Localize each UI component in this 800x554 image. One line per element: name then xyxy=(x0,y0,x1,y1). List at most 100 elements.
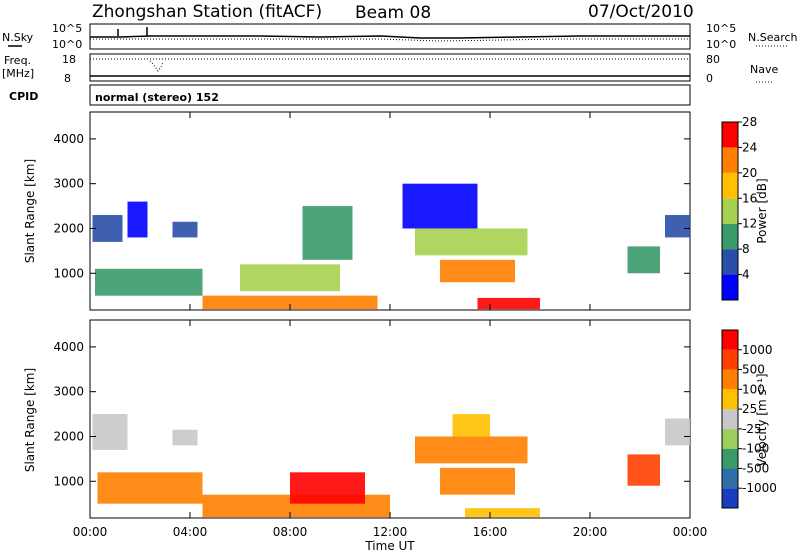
nsky-trace xyxy=(90,35,690,39)
heatmap-patch xyxy=(415,436,528,464)
y-tick-label: 1000 xyxy=(53,266,84,280)
cpid-panel-frame xyxy=(89,84,691,106)
colorbar-swatch xyxy=(722,389,738,410)
x-tick-label: 04:00 xyxy=(173,525,208,539)
colorbar-swatch xyxy=(722,409,738,429)
colorbar-swatch xyxy=(722,428,738,449)
colorbar-tick-label: 8 xyxy=(742,242,750,256)
velocity-colorbar: 1000 500 100 25 -25 -100 -500 -1000 xyxy=(721,329,777,509)
colorbar-swatch xyxy=(722,468,738,489)
heatmap-patch xyxy=(627,246,660,274)
y-tick-label: 4000 xyxy=(53,132,84,146)
power-colorbar-label: Power [dB] xyxy=(755,178,769,243)
heatmap-patch xyxy=(415,228,528,256)
colorbar-swatch xyxy=(722,198,738,224)
heatmap-patch xyxy=(172,429,198,446)
y-tick-label: 2000 xyxy=(53,429,84,443)
colorbar-tick-label: 28 xyxy=(742,115,757,129)
y-tick-label: 1000 xyxy=(53,474,84,488)
x-tick-label: 16:00 xyxy=(473,525,508,539)
freq-tick-high: 18 xyxy=(62,53,76,66)
y-tick-label: 2000 xyxy=(53,221,84,235)
date-label: 07/Oct/2010 xyxy=(588,2,694,22)
x-tick-label: 20:00 xyxy=(573,525,608,539)
y-tick-label: 4000 xyxy=(53,340,84,354)
heatmap-patch xyxy=(665,215,690,238)
colorbar-tick-label: -500 xyxy=(742,461,769,475)
nave-tick-high: 80 xyxy=(706,53,720,66)
freq-tick-low: 8 xyxy=(64,72,71,85)
freq-label: Freq. xyxy=(4,54,31,67)
colorbar-swatch xyxy=(722,349,738,370)
colorbar-tick-label: 4 xyxy=(742,268,750,282)
heatmap-patch xyxy=(440,259,515,283)
colorbar-frame xyxy=(721,329,739,509)
colorbar-tick-label: -1000 xyxy=(742,481,777,495)
colorbar-swatch xyxy=(722,274,738,300)
colorbar-tick-label: 12 xyxy=(742,217,757,231)
nsearch-tick-low: 10^0 xyxy=(706,38,736,51)
heatmap-patch xyxy=(97,472,203,504)
heatmap-patch xyxy=(95,268,203,296)
heatmap-patch xyxy=(202,295,378,310)
colorbar-frame xyxy=(721,121,739,301)
nsky-tick-high: 10^5 xyxy=(52,22,82,35)
power-panel: 1000 2000 3000 4000 Slant Range [km] xyxy=(23,111,691,311)
heatmap-patch xyxy=(302,206,353,260)
heatmap-patch xyxy=(92,215,123,242)
nsearch-tick-high: 10^5 xyxy=(706,22,736,35)
heatmap-patch xyxy=(240,264,340,292)
colorbar-tick-label: -100 xyxy=(742,442,769,456)
colorbar-swatch xyxy=(722,122,738,148)
cpid-text: normal (stereo) 152 xyxy=(95,91,219,104)
cpid-label: CPID xyxy=(9,90,38,103)
x-tick-label: 12:00 xyxy=(373,525,408,539)
power-colorbar: 4 8 12 16 20 24 28 xyxy=(721,115,757,301)
colorbar-tick-label: 24 xyxy=(742,140,757,154)
colorbar-tick-label: 16 xyxy=(742,191,757,205)
velocity-panel: 1000 2000 3000 4000 Slant Range [km] xyxy=(23,319,691,519)
nsearch-label: N.Search xyxy=(748,31,798,44)
velocity-y-axis-label: Slant Range [km] xyxy=(23,368,37,472)
freq-panel-frame xyxy=(89,53,691,82)
station-title: Zhongshan Station (fitACF) xyxy=(92,2,322,22)
heatmap-patch xyxy=(627,454,660,486)
nsky-tick-low: 10^0 xyxy=(52,38,82,51)
heatmap-patch xyxy=(127,201,148,238)
y-tick-label: 3000 xyxy=(53,177,84,191)
heatmap-patch xyxy=(452,414,490,437)
nave-tick-low: 0 xyxy=(706,72,713,85)
x-tick-label: 08:00 xyxy=(273,525,308,539)
heatmap-patch xyxy=(465,508,540,518)
heatmap-patch xyxy=(440,467,515,495)
nave-dip xyxy=(149,60,164,72)
nsky-label: N.Sky xyxy=(2,31,34,44)
y-tick-label: 3000 xyxy=(53,385,84,399)
colorbar-tick-label: 100 xyxy=(742,382,765,396)
beam-label: Beam 08 xyxy=(355,3,431,23)
x-tick-label: 00:00 xyxy=(73,525,108,539)
colorbar-swatch xyxy=(722,369,738,390)
colorbar-swatch xyxy=(722,330,738,350)
heatmap-patch xyxy=(290,472,365,504)
colorbar-swatch xyxy=(722,249,738,275)
heatmap-patch xyxy=(665,418,690,446)
freq-unit: [MHz] xyxy=(2,67,34,80)
colorbar-swatch xyxy=(722,448,738,469)
colorbar-tick-label: -25 xyxy=(742,422,762,436)
colorbar-tick-label: 25 xyxy=(742,402,757,416)
x-tick-label: 00:00 xyxy=(673,525,708,539)
heatmap-patch xyxy=(172,221,198,238)
nsearch-trace xyxy=(90,38,690,42)
colorbar-swatch xyxy=(722,488,738,508)
heatmap-patch xyxy=(92,414,128,450)
colorbar-tick-label: 20 xyxy=(742,166,757,180)
colorbar-tick-label: 500 xyxy=(742,363,765,377)
colorbar-swatch xyxy=(722,223,738,250)
colorbar-swatch xyxy=(722,147,738,173)
power-y-axis-label: Slant Range [km] xyxy=(23,159,37,263)
colorbar-tick-label: 1000 xyxy=(742,343,773,357)
x-axis-label: Time UT xyxy=(364,539,415,553)
heatmap-patch xyxy=(477,297,540,310)
